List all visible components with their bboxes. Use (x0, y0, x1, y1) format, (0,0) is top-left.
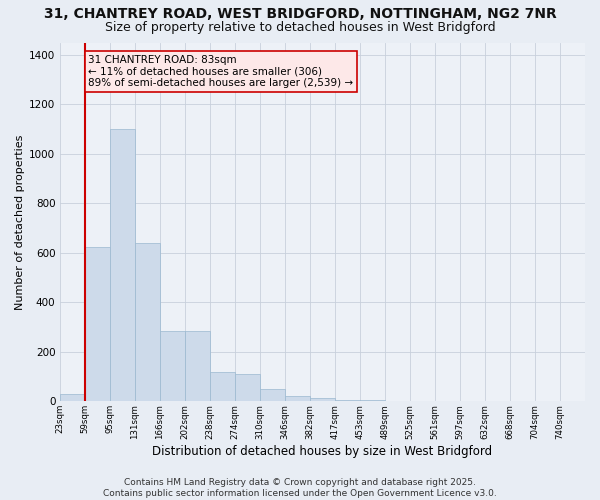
Bar (260, 390, 285, 402)
Y-axis label: Number of detached properties: Number of detached properties (15, 134, 25, 310)
Bar (85, 246, 110, 402)
Bar (335, 400, 360, 402)
Bar (310, 398, 335, 402)
Text: 31 CHANTREY ROAD: 83sqm
← 11% of detached houses are smaller (306)
89% of semi-d: 31 CHANTREY ROAD: 83sqm ← 11% of detache… (88, 55, 353, 88)
Bar (134, 243, 160, 402)
Bar (235, 374, 260, 402)
Bar (185, 331, 210, 402)
X-axis label: Distribution of detached houses by size in West Bridgford: Distribution of detached houses by size … (152, 444, 493, 458)
Bar (360, 400, 385, 402)
Text: Contains HM Land Registry data © Crown copyright and database right 2025.
Contai: Contains HM Land Registry data © Crown c… (103, 478, 497, 498)
Bar (285, 396, 310, 402)
Bar (160, 331, 185, 402)
Bar (110, 129, 134, 402)
Text: 31, CHANTREY ROAD, WEST BRIDGFORD, NOTTINGHAM, NG2 7NR: 31, CHANTREY ROAD, WEST BRIDGFORD, NOTTI… (44, 8, 556, 22)
Bar (210, 372, 235, 402)
Bar (59, 394, 85, 402)
Text: Size of property relative to detached houses in West Bridgford: Size of property relative to detached ho… (104, 21, 496, 34)
